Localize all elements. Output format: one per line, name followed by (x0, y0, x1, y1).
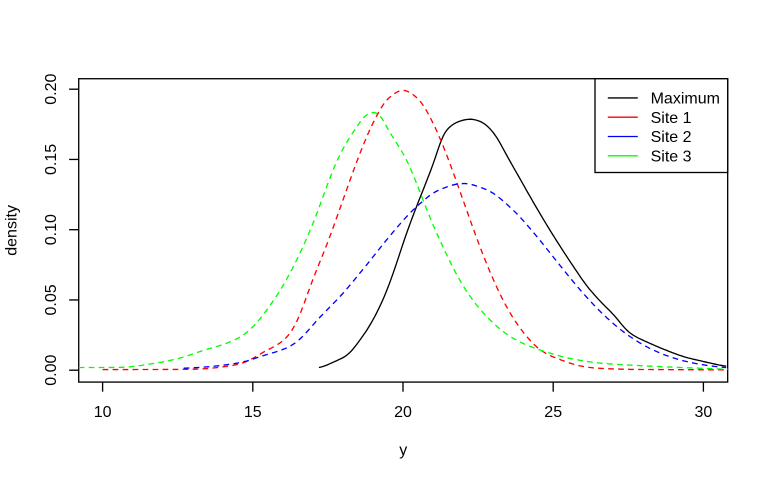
svg-text:0.10: 0.10 (43, 214, 60, 245)
svg-text:0.05: 0.05 (43, 284, 60, 315)
svg-text:Site 2: Site 2 (651, 129, 692, 146)
svg-text:20: 20 (394, 404, 412, 421)
svg-text:Site 1: Site 1 (651, 110, 692, 127)
svg-text:25: 25 (544, 404, 562, 421)
svg-text:10: 10 (94, 404, 112, 421)
svg-text:density: density (4, 205, 21, 256)
svg-text:Site 3: Site 3 (651, 148, 692, 165)
svg-text:Maximum: Maximum (651, 91, 720, 108)
svg-text:0.00: 0.00 (43, 355, 60, 386)
svg-text:y: y (399, 442, 407, 459)
svg-text:0.20: 0.20 (43, 74, 60, 105)
svg-text:0.15: 0.15 (43, 144, 60, 175)
svg-text:15: 15 (244, 404, 262, 421)
svg-text:30: 30 (695, 404, 713, 421)
